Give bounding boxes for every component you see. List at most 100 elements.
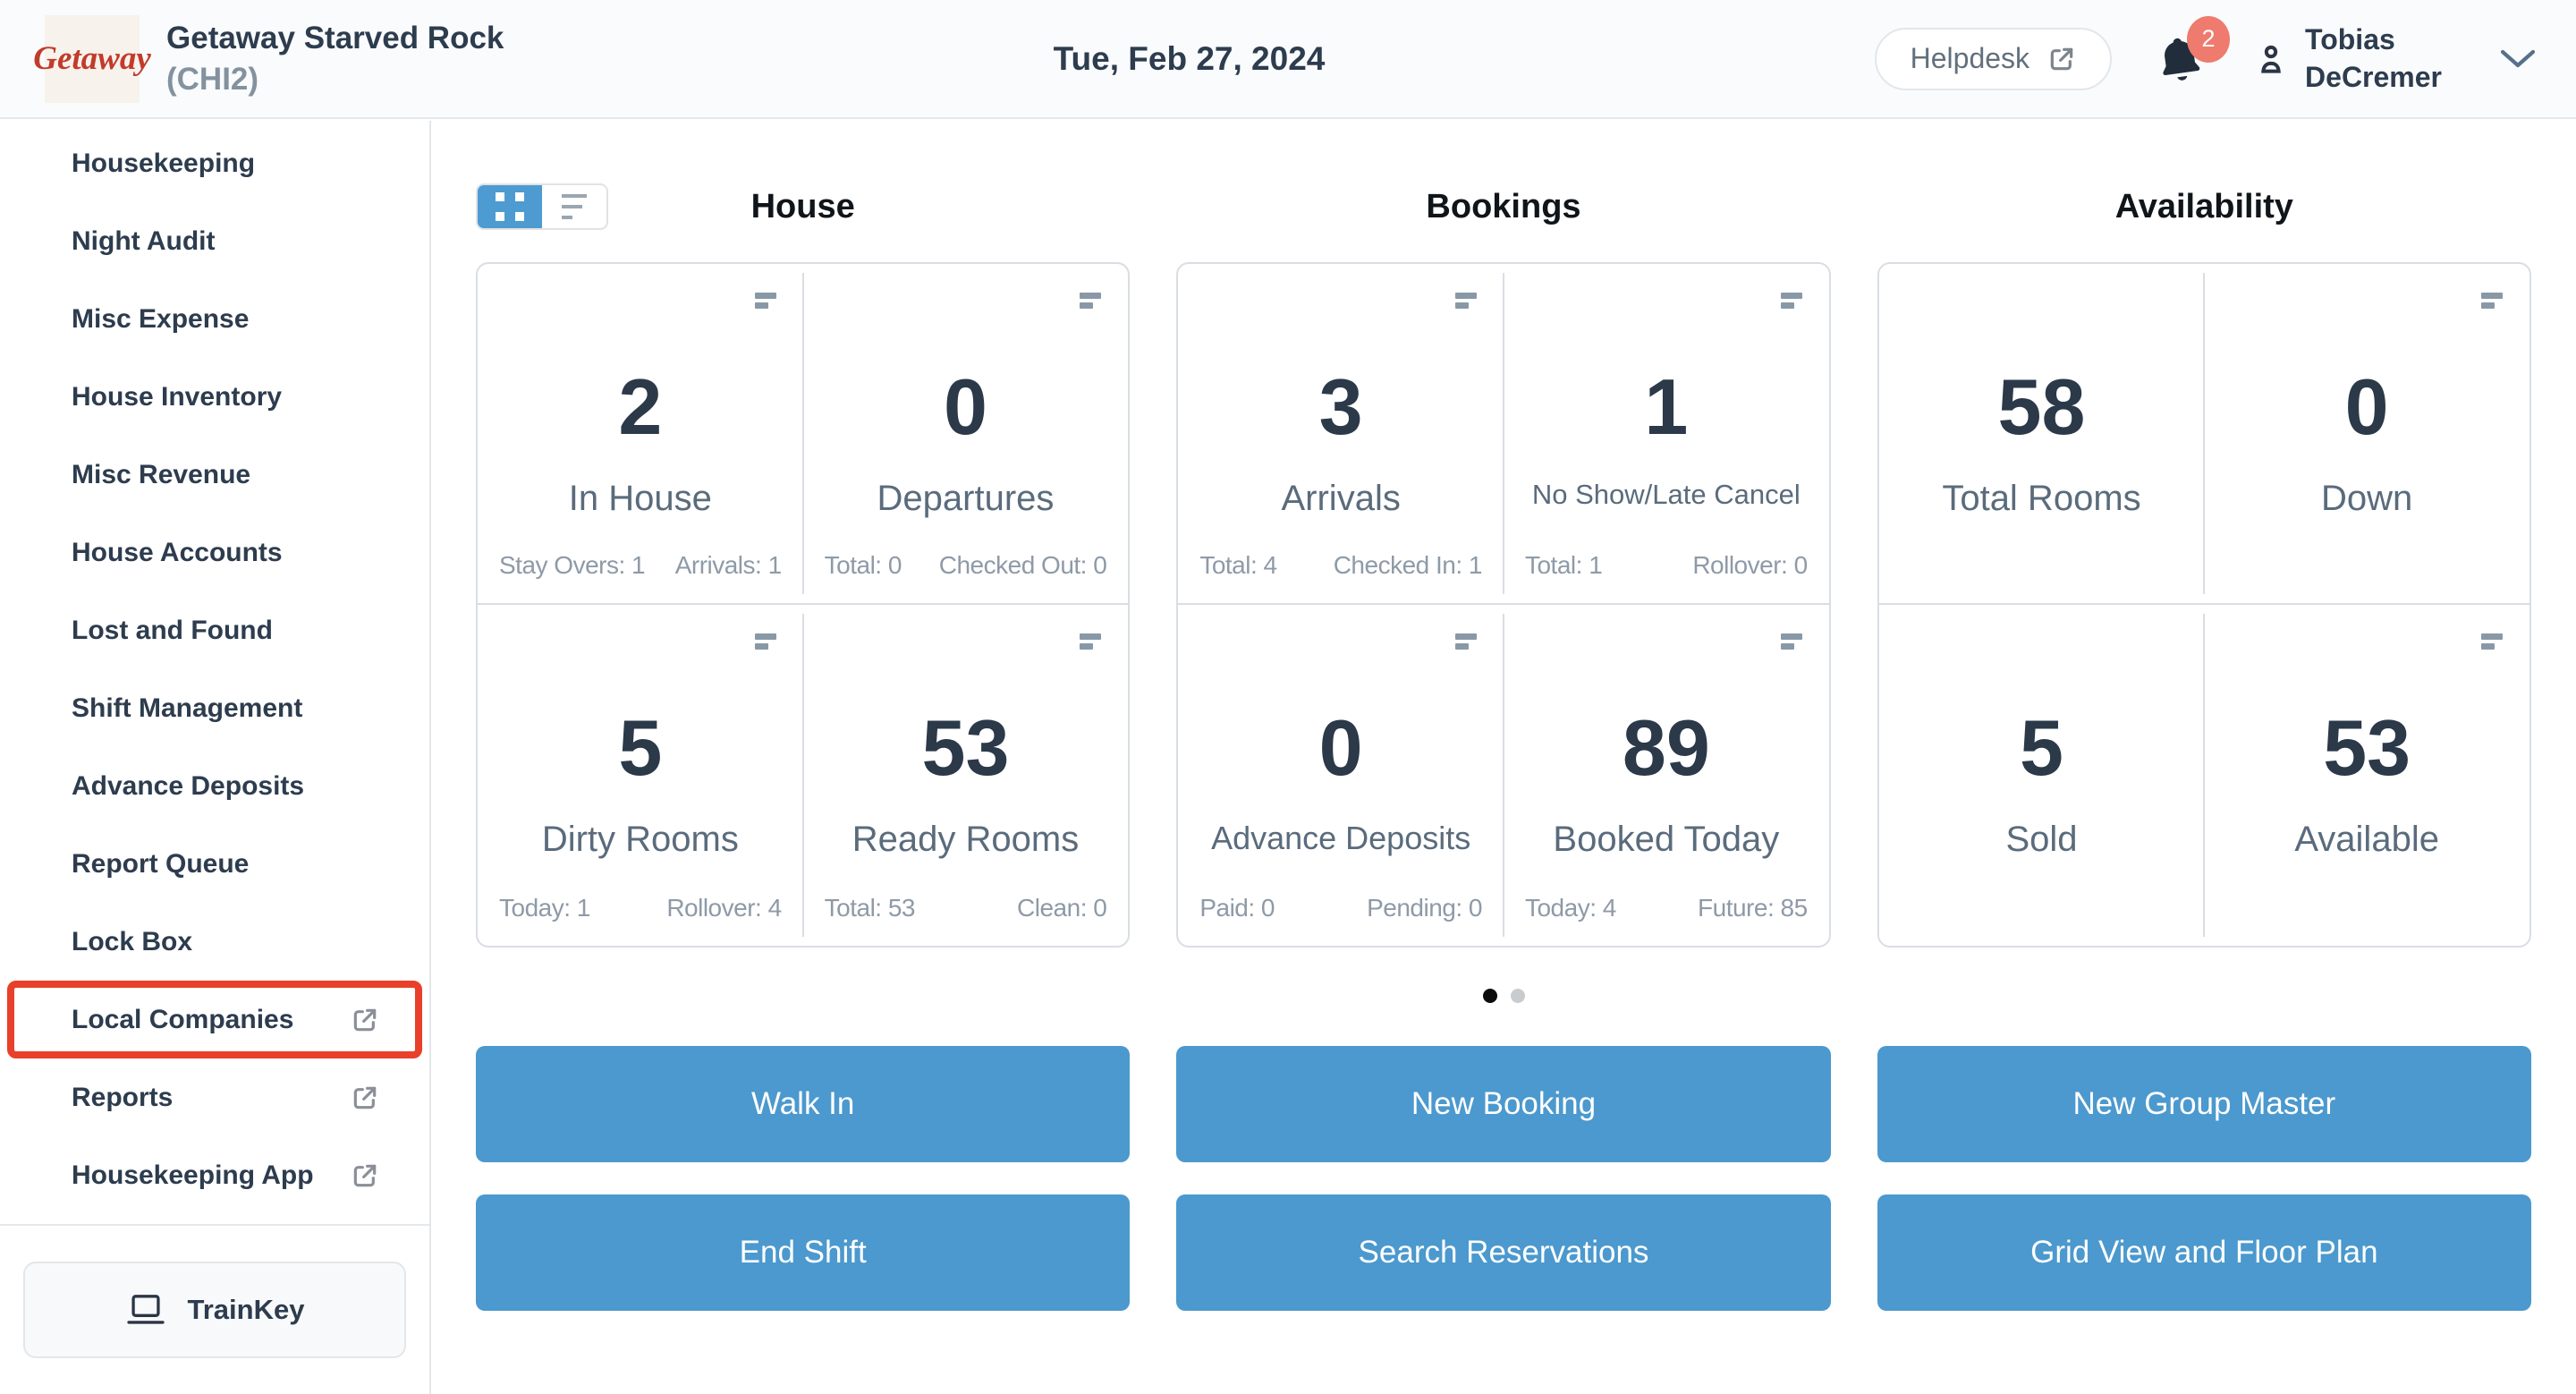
metric-card-down[interactable]: 0 Down bbox=[2204, 264, 2529, 603]
metric-card-sold[interactable]: 5 Sold bbox=[1879, 605, 2205, 946]
metric-value: 2 bbox=[618, 362, 663, 451]
sidebar-item-local-companies[interactable]: Local Companies bbox=[7, 981, 422, 1058]
metric-label: Sold bbox=[2005, 820, 2078, 859]
notification-bell[interactable]: 2 bbox=[2155, 15, 2231, 84]
sidebar-item-shift-management[interactable]: Shift Management bbox=[0, 669, 429, 747]
sidebar-item-misc-revenue[interactable]: Misc Revenue bbox=[0, 436, 429, 514]
quick-actions: Walk In New Booking New Group Master End… bbox=[476, 1046, 2531, 1311]
sidebar-item-report-queue[interactable]: Report Queue bbox=[0, 825, 429, 903]
sidebar-item-label: Misc Expense bbox=[72, 303, 250, 334]
sidebar-item-house-accounts[interactable]: House Accounts bbox=[0, 514, 429, 591]
details-bars-icon[interactable] bbox=[1780, 633, 1802, 650]
sidebar-item-label: Housekeeping bbox=[72, 148, 256, 178]
sidebar-item-label: House Accounts bbox=[72, 537, 283, 567]
list-view-button[interactable] bbox=[542, 185, 606, 228]
metric-label: Booked Today bbox=[1553, 820, 1780, 859]
user-menu[interactable]: Tobias DeCremer bbox=[2253, 21, 2442, 96]
sidebar-item-label: Report Queue bbox=[72, 848, 250, 879]
metric-card-booked-today[interactable]: 89 Booked Today Today: 4 Future: 85 bbox=[1504, 605, 1829, 946]
details-bars-icon[interactable] bbox=[2480, 633, 2503, 650]
details-bars-icon[interactable] bbox=[1080, 633, 1102, 650]
pagination-dot-1[interactable] bbox=[1482, 989, 1497, 1003]
metric-label: Available bbox=[2294, 820, 2439, 859]
sidebar-item-lock-box[interactable]: Lock Box bbox=[0, 903, 429, 981]
sidebar-item-label: Advance Deposits bbox=[72, 770, 305, 801]
metric-value: 0 bbox=[2344, 362, 2389, 451]
helpdesk-button[interactable]: Helpdesk bbox=[1874, 27, 2113, 90]
metric-card-ready-rooms[interactable]: 53 Ready Rooms Total: 53 Clean: 0 bbox=[803, 605, 1129, 946]
stat-right: Arrivals: 1 bbox=[674, 551, 782, 579]
end-shift-button[interactable]: End Shift bbox=[476, 1194, 1131, 1311]
sidebar-item-advance-deposits[interactable]: Advance Deposits bbox=[0, 747, 429, 825]
trainkey-button[interactable]: TrainKey bbox=[23, 1262, 406, 1358]
availability-row-bottom: 5 Sold 53 Available bbox=[1879, 605, 2529, 946]
metric-label: Ready Rooms bbox=[852, 820, 1080, 859]
metric-card-departures[interactable]: 0 Departures Total: 0 Checked Out: 0 bbox=[803, 264, 1129, 603]
metric-card-no-show-late-cancel[interactable]: 1 No Show/Late Cancel Total: 1 Rollover:… bbox=[1504, 264, 1829, 603]
metric-label: Departures bbox=[877, 479, 1055, 518]
metric-label: Arrivals bbox=[1281, 479, 1401, 518]
sidebar-item-label: Reports bbox=[72, 1082, 174, 1112]
sidebar-item-night-audit[interactable]: Night Audit bbox=[0, 202, 429, 280]
details-bars-icon[interactable] bbox=[1780, 293, 1802, 309]
sidebar-item-house-inventory[interactable]: House Inventory bbox=[0, 358, 429, 436]
stat-right: Checked In: 1 bbox=[1333, 551, 1483, 579]
metric-value: 89 bbox=[1622, 703, 1710, 792]
chevron-down-icon[interactable] bbox=[2499, 48, 2537, 70]
stat-left: Total: 4 bbox=[1199, 551, 1277, 579]
metric-stats: Total: 4 Checked In: 1 bbox=[1199, 551, 1482, 580]
house-row-top: 2 In House Stay Overs: 1 Arrivals: 1 0 D… bbox=[478, 264, 1129, 605]
property-name: Getaway Starved Rock bbox=[166, 21, 504, 55]
details-bars-icon[interactable] bbox=[1454, 633, 1477, 650]
stat-left: Total: 53 bbox=[824, 894, 916, 922]
metric-card-dirty-rooms[interactable]: 5 Dirty Rooms Today: 1 Rollover: 4 bbox=[478, 605, 804, 946]
metric-stats: Total: 0 Checked Out: 0 bbox=[825, 551, 1107, 580]
metric-card-in-house[interactable]: 2 In House Stay Overs: 1 Arrivals: 1 bbox=[478, 264, 804, 603]
grid-view-floor-plan-button[interactable]: Grid View and Floor Plan bbox=[1877, 1194, 2531, 1311]
details-bars-icon[interactable] bbox=[1080, 293, 1102, 309]
metric-stats: Today: 1 Rollover: 4 bbox=[499, 894, 782, 922]
metric-label: No Show/Late Cancel bbox=[1531, 479, 1801, 510]
sidebar-item-label: Lock Box bbox=[72, 926, 193, 956]
details-bars-icon[interactable] bbox=[754, 633, 776, 650]
metric-value: 5 bbox=[2020, 703, 2063, 792]
sidebar-item-lost-and-found[interactable]: Lost and Found bbox=[0, 591, 429, 669]
grid-view-button[interactable] bbox=[478, 185, 542, 228]
external-link-icon bbox=[351, 1006, 379, 1034]
sidebar-item-housekeeping[interactable]: Housekeeping bbox=[0, 124, 429, 202]
details-bars-icon[interactable] bbox=[754, 293, 776, 309]
pagination-dot-2[interactable] bbox=[1510, 989, 1525, 1003]
sidebar-item-misc-expense[interactable]: Misc Expense bbox=[0, 280, 429, 358]
sidebar-footer: TrainKey bbox=[0, 1224, 429, 1394]
sidebar-item-reports[interactable]: Reports bbox=[0, 1058, 429, 1136]
property-title: Getaway Starved Rock (CHI2) bbox=[166, 18, 504, 99]
new-booking-button[interactable]: New Booking bbox=[1176, 1046, 1831, 1162]
metric-card-total-rooms[interactable]: 58 Total Rooms bbox=[1879, 264, 2205, 603]
logo-text: Getaway bbox=[33, 40, 151, 77]
notification-badge: 2 bbox=[2187, 15, 2231, 63]
metric-value: 53 bbox=[2323, 703, 2411, 792]
details-bars-icon[interactable] bbox=[2480, 293, 2503, 309]
new-group-master-button[interactable]: New Group Master bbox=[1877, 1046, 2531, 1162]
trainkey-label: TrainKey bbox=[187, 1294, 305, 1325]
search-reservations-button[interactable]: Search Reservations bbox=[1176, 1194, 1831, 1311]
metric-label: Down bbox=[2321, 479, 2413, 518]
availability-column: 58 Total Rooms 0 Down 5 Sold bbox=[1877, 262, 2531, 948]
metric-card-advance-deposits[interactable]: 0 Advance Deposits Paid: 0 Pending: 0 bbox=[1178, 605, 1504, 946]
metric-card-arrivals[interactable]: 3 Arrivals Total: 4 Checked In: 1 bbox=[1178, 264, 1504, 603]
sidebar-item-housekeeping-app[interactable]: Housekeeping App bbox=[0, 1136, 429, 1214]
metric-card-available[interactable]: 53 Available bbox=[2204, 605, 2529, 946]
grid-icon bbox=[496, 192, 524, 221]
metric-value: 5 bbox=[618, 703, 663, 792]
metric-stats: Paid: 0 Pending: 0 bbox=[1199, 894, 1482, 922]
helpdesk-label: Helpdesk bbox=[1910, 42, 2030, 74]
app-header: Getaway Getaway Starved Rock (CHI2) Tue,… bbox=[0, 0, 2576, 119]
external-link-icon bbox=[351, 1084, 379, 1112]
metric-value: 53 bbox=[921, 703, 1010, 792]
house-column: 2 In House Stay Overs: 1 Arrivals: 1 0 D… bbox=[476, 262, 1131, 948]
metric-value: 0 bbox=[1318, 703, 1363, 792]
header-controls: Helpdesk 2 bbox=[1874, 15, 2537, 96]
details-bars-icon[interactable] bbox=[1454, 293, 1477, 309]
external-link-icon bbox=[351, 1161, 379, 1190]
walk-in-button[interactable]: Walk In bbox=[476, 1046, 1131, 1162]
